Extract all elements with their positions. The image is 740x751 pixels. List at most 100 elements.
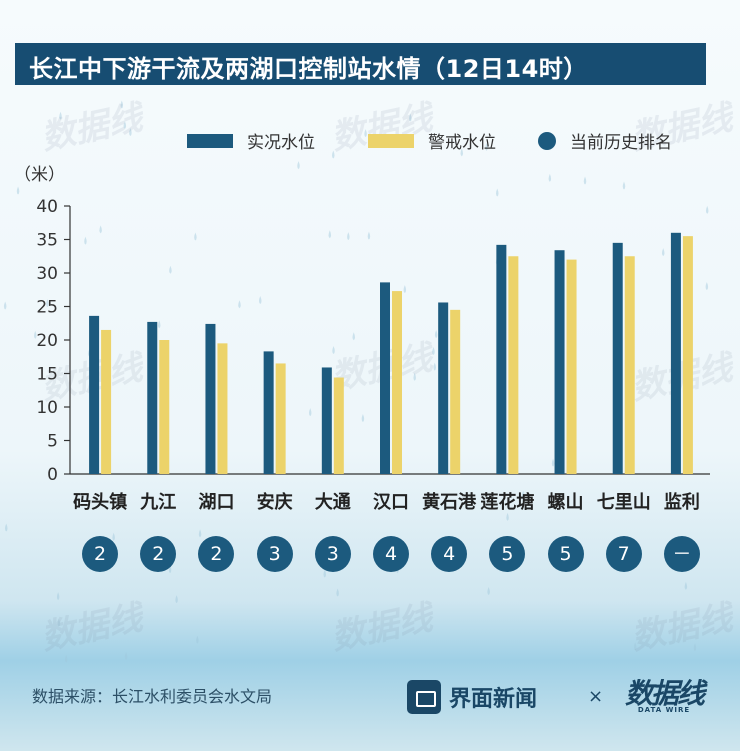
bar-warning bbox=[508, 256, 519, 474]
rank-badge: 4 bbox=[373, 536, 409, 572]
brand-name: 界面新闻 bbox=[449, 687, 538, 712]
rank-badge: 3 bbox=[314, 536, 351, 572]
chart-title: 长江中下游干流及两湖口控制站水情（12日14时） bbox=[29, 55, 588, 83]
raindrop bbox=[328, 230, 332, 239]
x-tick-label: 螺山 bbox=[548, 492, 584, 513]
raindrop bbox=[157, 320, 161, 329]
bar-warning bbox=[333, 377, 344, 474]
raindrop bbox=[622, 181, 626, 190]
bar-warning bbox=[624, 256, 635, 474]
raindrop bbox=[367, 231, 371, 240]
legend-swatch-warning bbox=[368, 133, 414, 148]
y-tick-label: 5 bbox=[47, 432, 58, 452]
raindrop bbox=[238, 300, 241, 309]
x-tick-label: 莲花塘 bbox=[480, 491, 534, 513]
rank-badge: 7 bbox=[605, 536, 642, 572]
rank-badge: 3 bbox=[256, 536, 293, 572]
raindrop bbox=[364, 129, 367, 138]
x-tick-label: 监利 bbox=[664, 491, 700, 513]
raindrop bbox=[34, 330, 37, 339]
datawire-en: DATA WIRE bbox=[637, 706, 691, 714]
raindrop bbox=[194, 232, 197, 241]
raindrop bbox=[16, 186, 20, 195]
raindrop bbox=[413, 372, 416, 381]
bar-actual bbox=[438, 302, 449, 474]
legend: 实况水位 警戒水位 当前历史排名 bbox=[0, 128, 740, 158]
rank-badge: 5 bbox=[547, 536, 584, 572]
legend-dot-rank bbox=[538, 131, 556, 150]
raindrop bbox=[433, 362, 436, 371]
legend-label-warning: 警戒水位 bbox=[428, 133, 496, 153]
bar-actual bbox=[205, 323, 216, 474]
raindrop bbox=[123, 120, 127, 129]
raindrop bbox=[120, 100, 124, 109]
datawire-logo: 数据线 DATA WIRE bbox=[625, 672, 705, 714]
y-tick-label: 15 bbox=[36, 365, 58, 385]
raindrop bbox=[332, 150, 335, 159]
raindrop bbox=[583, 176, 587, 185]
raindrop bbox=[59, 111, 62, 120]
raindrop bbox=[336, 588, 339, 597]
y-tick-label: 0 bbox=[47, 465, 58, 485]
raindrop bbox=[506, 512, 509, 521]
raindrop bbox=[403, 285, 407, 294]
raindrop bbox=[56, 592, 60, 601]
raindrop bbox=[4, 523, 8, 532]
y-tick-label: 40 bbox=[36, 197, 58, 217]
bar-warning bbox=[101, 329, 112, 474]
rank-badge: 2 bbox=[198, 536, 235, 572]
legend-item-rank: 当前历史排名 bbox=[538, 128, 672, 153]
raindrop bbox=[64, 654, 68, 663]
bar-warning bbox=[392, 291, 402, 474]
x-tick-label: 码头镇 bbox=[73, 491, 127, 513]
y-axis-unit: （米） bbox=[14, 165, 65, 185]
raindrop bbox=[124, 651, 128, 660]
bar-actual bbox=[380, 282, 390, 474]
x-tick-label: 湖口 bbox=[198, 492, 234, 513]
bar-actual bbox=[670, 232, 681, 474]
rank-badge: 2 bbox=[82, 536, 119, 572]
datawire-name: 数据线 bbox=[625, 677, 705, 710]
raindrop bbox=[496, 188, 499, 197]
x-tick-label: 九江 bbox=[139, 492, 176, 513]
times-sign: × bbox=[588, 686, 604, 707]
raindrop bbox=[551, 458, 555, 467]
raindrop bbox=[693, 643, 697, 652]
raindrop bbox=[297, 161, 300, 170]
x-tick-label: 黄石港 bbox=[422, 491, 477, 513]
bar-actual bbox=[89, 315, 100, 474]
y-tick-label: 20 bbox=[36, 331, 58, 351]
x-tick-label: 大通 bbox=[315, 491, 351, 513]
rank-badge: 2 bbox=[140, 536, 177, 572]
x-tick-label: 安庆 bbox=[257, 491, 293, 513]
raindrop bbox=[434, 330, 438, 339]
raindrop bbox=[175, 595, 178, 604]
bar-actual bbox=[321, 367, 332, 474]
raindrop bbox=[521, 490, 525, 499]
raindrop bbox=[485, 142, 488, 151]
rank-badge: 4 bbox=[431, 536, 468, 572]
raindrop bbox=[409, 113, 412, 122]
legend-item-actual: 实况水位 bbox=[187, 128, 315, 153]
jiemian-logo-icon bbox=[407, 680, 441, 714]
raindrop bbox=[633, 642, 637, 651]
raindrop bbox=[198, 529, 202, 538]
raindrop bbox=[347, 232, 350, 241]
raindrop bbox=[129, 128, 132, 137]
legend-swatch-actual bbox=[187, 133, 233, 148]
bar-warning bbox=[450, 309, 461, 474]
raindrop bbox=[323, 569, 326, 578]
raindrop bbox=[432, 347, 435, 356]
rank-badge: 5 bbox=[489, 536, 526, 572]
rank-badge: － bbox=[663, 536, 700, 572]
raindrop bbox=[487, 586, 490, 595]
title-bar: 长江中下游干流及两湖口控制站水情（12日14时） bbox=[15, 43, 706, 85]
raindrop bbox=[705, 281, 709, 290]
raindrop bbox=[684, 581, 688, 590]
bar-warning bbox=[566, 259, 577, 474]
raindrop bbox=[460, 148, 464, 157]
bar-warning bbox=[217, 343, 228, 474]
raindrop bbox=[3, 301, 7, 310]
bar-actual bbox=[612, 242, 623, 474]
